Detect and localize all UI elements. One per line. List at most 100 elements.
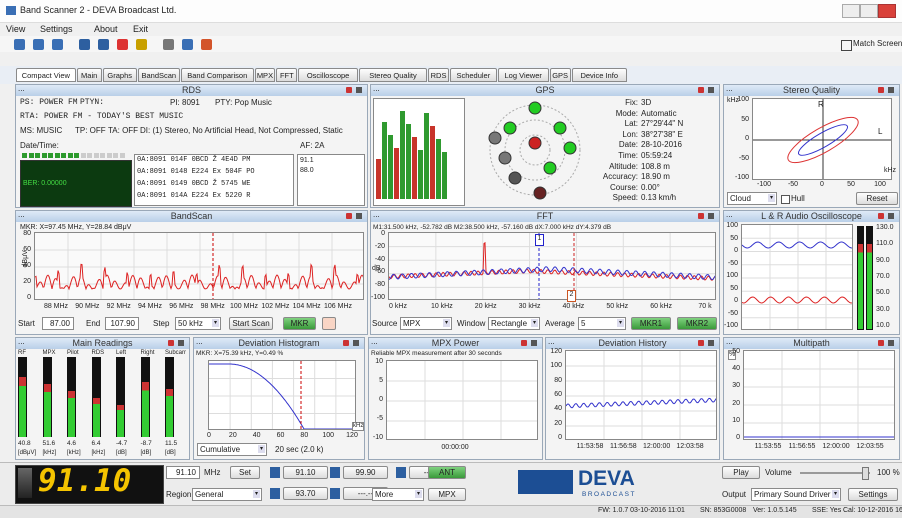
mode-dropdown[interactable]: Cloud [727, 192, 777, 205]
menu-item[interactable]: About [94, 24, 118, 34]
tab[interactable]: Scheduler [450, 68, 497, 82]
tab[interactable]: MPX [254, 68, 276, 82]
preset-button[interactable]: 91.10 [283, 466, 328, 479]
reset-button[interactable]: Reset [856, 192, 898, 205]
panel-close[interactable] [353, 340, 359, 346]
window-controls[interactable] [842, 4, 896, 18]
reading-name: Right [140, 350, 155, 356]
toolbar-icon[interactable] [117, 39, 128, 50]
toolbar-icon[interactable] [33, 39, 44, 50]
gps-field-value: 05:59:24 [641, 151, 673, 160]
panel-pin[interactable] [343, 340, 349, 346]
tab[interactable]: Log Viewer [497, 68, 549, 82]
set-button[interactable]: Set [230, 466, 260, 479]
window-dropdown[interactable]: Rectangle [488, 317, 540, 330]
toolbar-icon[interactable] [163, 39, 174, 50]
panel-close[interactable] [708, 340, 714, 346]
options-button[interactable] [322, 317, 336, 330]
frequency-input[interactable]: 91.10 [166, 466, 200, 479]
preset-icon[interactable] [270, 467, 280, 478]
tab[interactable]: RDS [428, 68, 449, 82]
panel-menu: ... [373, 84, 380, 93]
output-dropdown[interactable]: Primary Sound Driver [751, 488, 841, 501]
marker2-button[interactable]: MKR2 [677, 317, 717, 330]
panel-close[interactable] [356, 87, 362, 93]
x-tick-label: 12:03:58 [676, 443, 704, 450]
panel-close[interactable] [356, 213, 362, 219]
tab[interactable]: Band Comparison [181, 68, 254, 82]
tab[interactable]: Device Info [571, 68, 627, 82]
tab[interactable]: BandScan [137, 68, 180, 82]
volume-thumb[interactable] [862, 467, 869, 480]
panel-pin[interactable] [698, 213, 704, 219]
panel-title: Deviation History [546, 338, 719, 349]
toolbar-icon[interactable] [201, 39, 212, 50]
tab[interactable]: FFT [276, 68, 298, 82]
x-tick-label: 94 MHz [137, 303, 163, 310]
toolbar-icon[interactable] [98, 39, 109, 50]
panel-pin[interactable] [878, 213, 884, 219]
tab[interactable]: Stereo Quality [358, 68, 428, 82]
start-input[interactable]: 87.00 [42, 317, 74, 330]
panel-close[interactable] [708, 87, 714, 93]
gps-field-label: Lat: [624, 119, 638, 129]
panel-close[interactable] [531, 340, 537, 346]
preset-icon[interactable] [396, 467, 406, 478]
tab[interactable]: GPS [549, 68, 571, 82]
mpx-button[interactable]: MPX [428, 488, 466, 501]
panel-pin[interactable] [878, 87, 884, 93]
panel-close[interactable] [888, 213, 894, 219]
menu-item[interactable]: View [6, 24, 26, 34]
y-tick-label: 40 [554, 405, 562, 413]
marker-button[interactable]: MKR [283, 317, 316, 330]
panel-pin[interactable] [346, 87, 352, 93]
source-dropdown[interactable]: MPX [400, 317, 452, 330]
mode-dropdown[interactable]: Cumulative [197, 443, 267, 456]
toolbar-icon[interactable] [14, 39, 25, 50]
status-item: SN: 853G0008 [700, 507, 747, 514]
histogram-plot [208, 360, 356, 430]
region-dropdown[interactable]: General [192, 488, 262, 501]
more-dropdown[interactable]: More [372, 488, 424, 501]
rds-text: AF: 2A [300, 141, 325, 150]
tab[interactable]: Main [76, 68, 102, 82]
panel-close[interactable] [888, 340, 894, 346]
panel-menu: ... [371, 337, 378, 346]
step-dropdown[interactable]: 50 kHz [175, 317, 221, 330]
play-button[interactable]: Play [722, 466, 760, 479]
preset-button[interactable]: 93.70 [283, 487, 328, 500]
menu-item[interactable]: Settings [40, 24, 73, 34]
toolbar-icon[interactable] [136, 39, 147, 50]
tab[interactable]: Oscilloscope [298, 68, 358, 82]
antenna-button[interactable]: ANT [428, 466, 466, 479]
panel-pin[interactable] [698, 87, 704, 93]
end-input[interactable]: 107.90 [105, 317, 139, 330]
panel-close[interactable] [888, 87, 894, 93]
match-screen-icon[interactable] [841, 40, 852, 51]
dropdown-arrow: ▾ [617, 319, 624, 327]
panel-pin[interactable] [346, 213, 352, 219]
settings-button[interactable]: Settings [848, 488, 898, 501]
y-tick-label: 70.0 [876, 273, 890, 280]
start-scan-button[interactable]: Start Scan [229, 317, 273, 330]
panel-pin[interactable] [168, 340, 174, 346]
panel-close[interactable] [178, 340, 184, 346]
preset-icon[interactable] [270, 488, 280, 499]
panel-pin[interactable] [698, 340, 704, 346]
panel-close[interactable] [708, 213, 714, 219]
menu-item[interactable]: Exit [133, 24, 149, 34]
toolbar-icon[interactable] [79, 39, 90, 50]
tab[interactable]: Graphs [102, 68, 137, 82]
hull-checkbox[interactable] [781, 195, 790, 204]
toolbar-icon[interactable] [52, 39, 63, 50]
panel-pin[interactable] [878, 340, 884, 346]
reading-name: MPX [42, 350, 56, 356]
preset-icon[interactable] [330, 467, 340, 478]
panel-pin[interactable] [521, 340, 527, 346]
tab[interactable]: Compact View [16, 68, 76, 82]
toolbar-icon[interactable] [182, 39, 193, 50]
preset-button[interactable]: 99.90 [343, 466, 388, 479]
preset-icon[interactable] [330, 488, 340, 499]
average-dropdown[interactable]: 5 [578, 317, 626, 330]
marker1-button[interactable]: MKR1 [631, 317, 671, 330]
